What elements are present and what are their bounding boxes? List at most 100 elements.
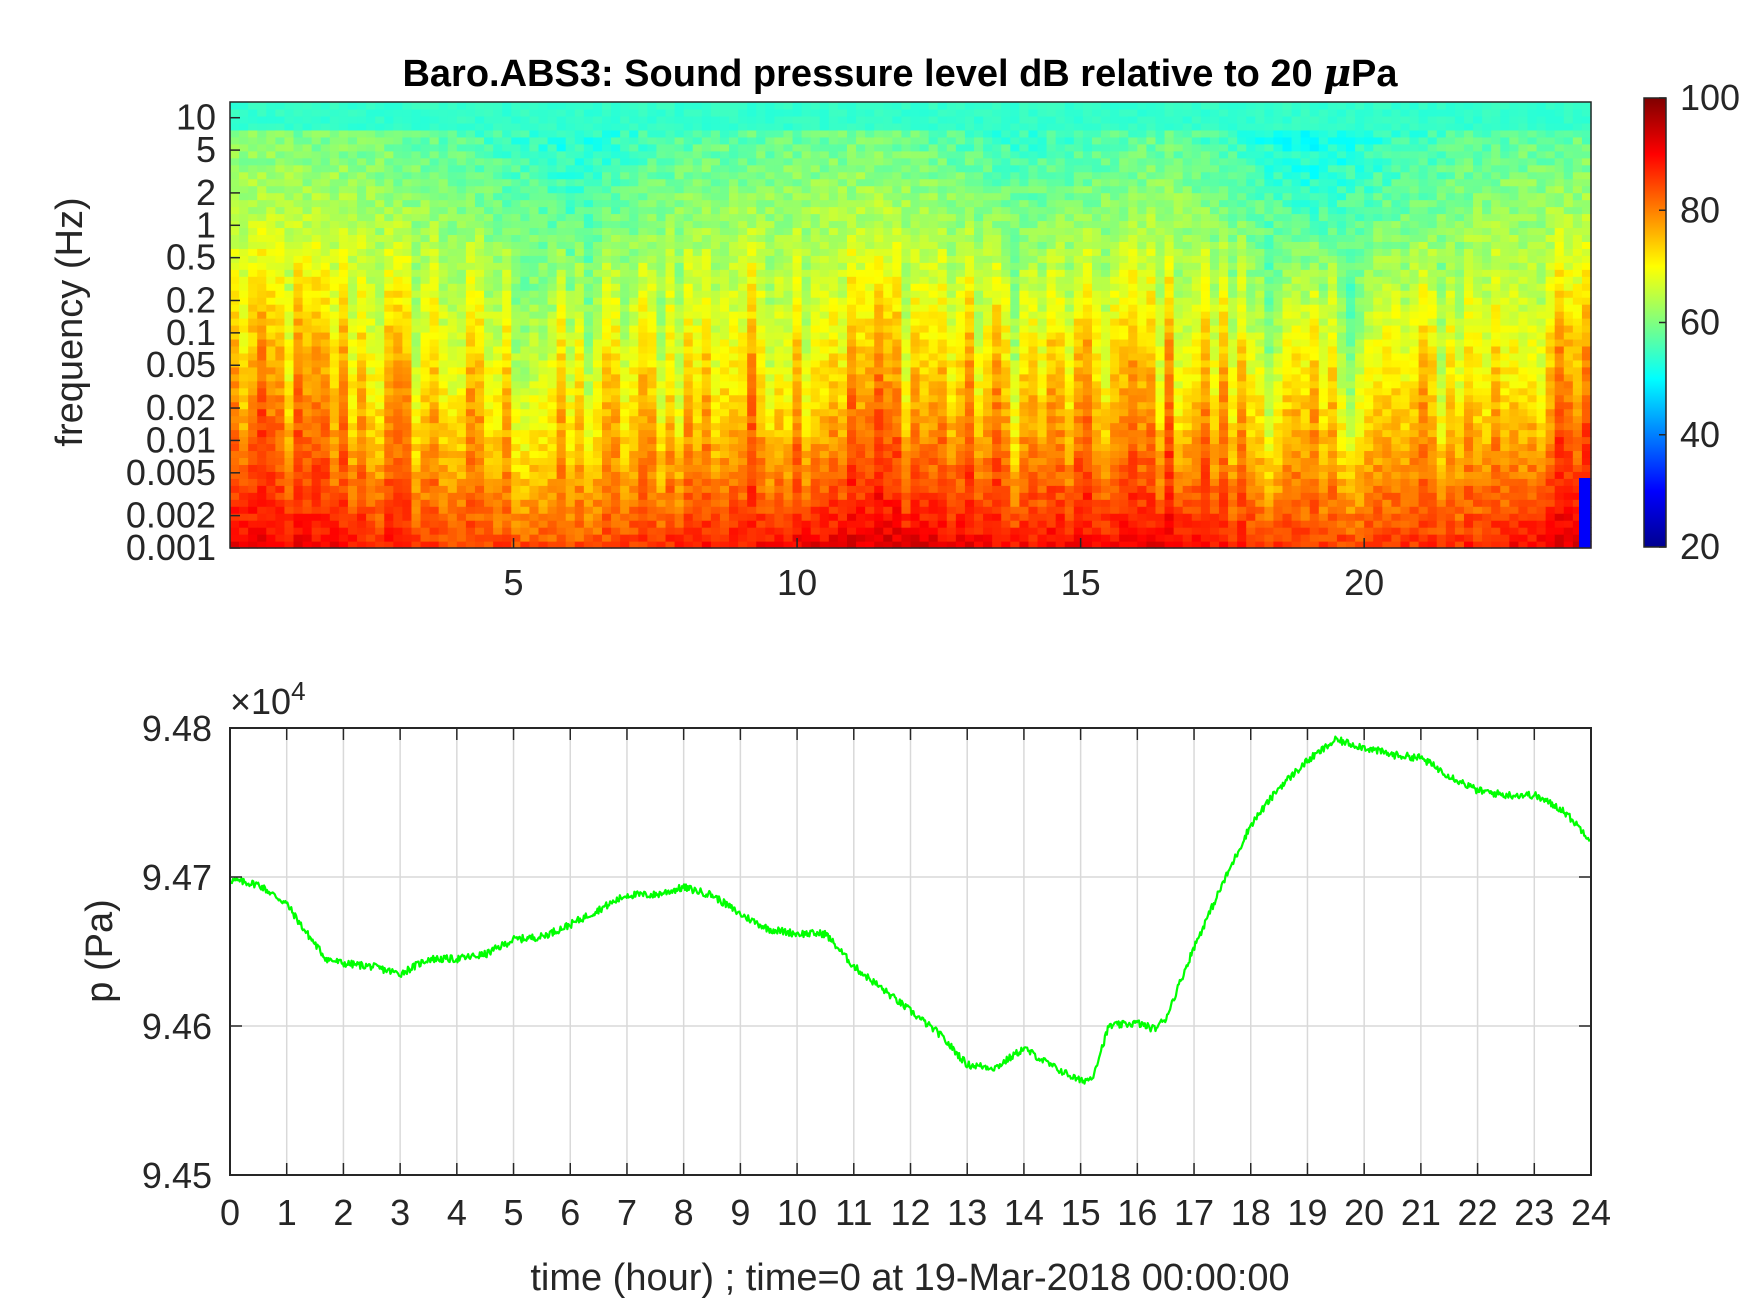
heatmap-cell — [828, 492, 839, 500]
heatmap-cell — [592, 290, 603, 298]
heatmap-cell — [502, 541, 512, 549]
heatmap-cell — [792, 485, 803, 493]
heatmap-cell — [293, 520, 304, 528]
heatmap-cell — [819, 478, 830, 486]
heatmap-cell — [366, 318, 376, 326]
heatmap-cell — [420, 297, 431, 305]
heatmap-cell — [547, 429, 558, 438]
heatmap-cell — [239, 157, 249, 166]
heatmap-cell — [710, 283, 721, 291]
heatmap-cell — [547, 534, 558, 542]
heatmap-cell — [329, 297, 340, 305]
heatmap-cell — [792, 206, 803, 215]
heatmap-cell — [338, 394, 349, 403]
heatmap-cell — [629, 108, 639, 117]
heatmap-cell — [556, 541, 567, 549]
heatmap-cell — [529, 513, 540, 521]
heatmap-cell — [692, 506, 703, 514]
heatmap-cell — [828, 220, 839, 229]
heatmap-cell — [656, 541, 667, 549]
heatmap-cell — [629, 269, 639, 277]
heatmap-cell — [474, 408, 485, 417]
heatmap-cell — [266, 157, 276, 166]
heatmap-cell — [665, 345, 676, 354]
title-prefix: Baro.ABS3: Sound pressure level dB relat… — [402, 53, 1323, 95]
heatmap-cell — [865, 359, 875, 368]
heatmap-cell — [275, 541, 286, 549]
heatmap-cell — [692, 262, 703, 270]
heatmap-cell — [275, 443, 286, 452]
heatmap-cell — [529, 359, 540, 368]
heatmap-cell — [366, 401, 376, 410]
heatmap-cell — [284, 150, 295, 159]
heatmap-cell — [674, 122, 685, 131]
heatmap-cell — [928, 331, 939, 340]
heatmap-cell — [828, 373, 839, 382]
heatmap-cell — [565, 171, 576, 180]
heatmap-cell — [592, 262, 603, 270]
heatmap-cell — [856, 457, 866, 465]
heatmap-cell — [329, 108, 340, 117]
heatmap-cell — [502, 136, 512, 145]
heatmap-cell — [257, 171, 267, 180]
heatmap-cell — [611, 241, 621, 249]
heatmap-cell — [520, 492, 531, 500]
heatmap-cell — [338, 185, 349, 194]
heatmap-cell — [747, 408, 757, 417]
heatmap-cell — [846, 338, 857, 347]
heatmap-cell — [819, 150, 830, 159]
heatmap-cell — [647, 359, 658, 368]
heatmap-cell — [592, 115, 603, 124]
heatmap-cell — [674, 325, 685, 333]
heatmap-cell — [583, 485, 594, 493]
heatmap-cell — [602, 345, 612, 354]
heatmap-cell — [257, 178, 267, 187]
heatmap-cell — [602, 331, 612, 340]
heatmap-cell — [302, 234, 313, 242]
heatmap-cell — [474, 394, 485, 403]
heatmap-cell — [611, 471, 621, 479]
heatmap-cell — [719, 506, 730, 514]
heatmap-cell — [266, 199, 276, 208]
heatmap-cell — [266, 373, 276, 382]
heatmap-cell — [611, 387, 621, 396]
heatmap-cell — [602, 171, 612, 180]
heatmap-cell — [311, 457, 322, 465]
heatmap-cell — [665, 429, 676, 438]
heatmap-cell — [411, 352, 422, 361]
heatmap-cell — [647, 297, 658, 305]
heatmap-cell — [611, 255, 621, 263]
heatmap-cell — [792, 513, 803, 521]
heatmap-cell — [792, 248, 803, 256]
heatmap-cell — [239, 429, 249, 438]
heatmap-cell — [683, 464, 694, 472]
heatmap-cell — [329, 325, 340, 333]
heatmap-cell — [565, 297, 576, 305]
heatmap-cell — [928, 436, 939, 445]
heatmap-cell — [583, 401, 594, 410]
heatmap-cell — [919, 227, 930, 236]
heatmap-cell — [293, 352, 304, 361]
heatmap-cell — [239, 415, 249, 424]
heatmap-cell — [665, 408, 676, 417]
heatmap-cell — [447, 283, 458, 291]
heatmap-cell — [656, 234, 667, 242]
heatmap-cell — [883, 283, 893, 291]
heatmap-cell — [230, 283, 240, 291]
heatmap-cell — [892, 520, 903, 528]
heatmap-cell — [538, 248, 549, 256]
heatmap-cell — [420, 157, 431, 166]
heatmap-cell — [565, 199, 576, 208]
heatmap-cell — [502, 380, 512, 389]
heatmap-cell — [892, 269, 903, 277]
heatmap-cell — [774, 234, 785, 242]
heatmap-cell — [538, 422, 549, 431]
heatmap-cell — [611, 478, 621, 486]
heatmap-cell — [901, 227, 912, 236]
heatmap-cell — [592, 122, 603, 131]
heatmap-cell — [375, 136, 385, 145]
heatmap-cell — [611, 157, 621, 166]
heatmap-cell — [801, 185, 812, 194]
heatmap-cell — [257, 220, 267, 229]
heatmap-cell — [874, 520, 884, 528]
